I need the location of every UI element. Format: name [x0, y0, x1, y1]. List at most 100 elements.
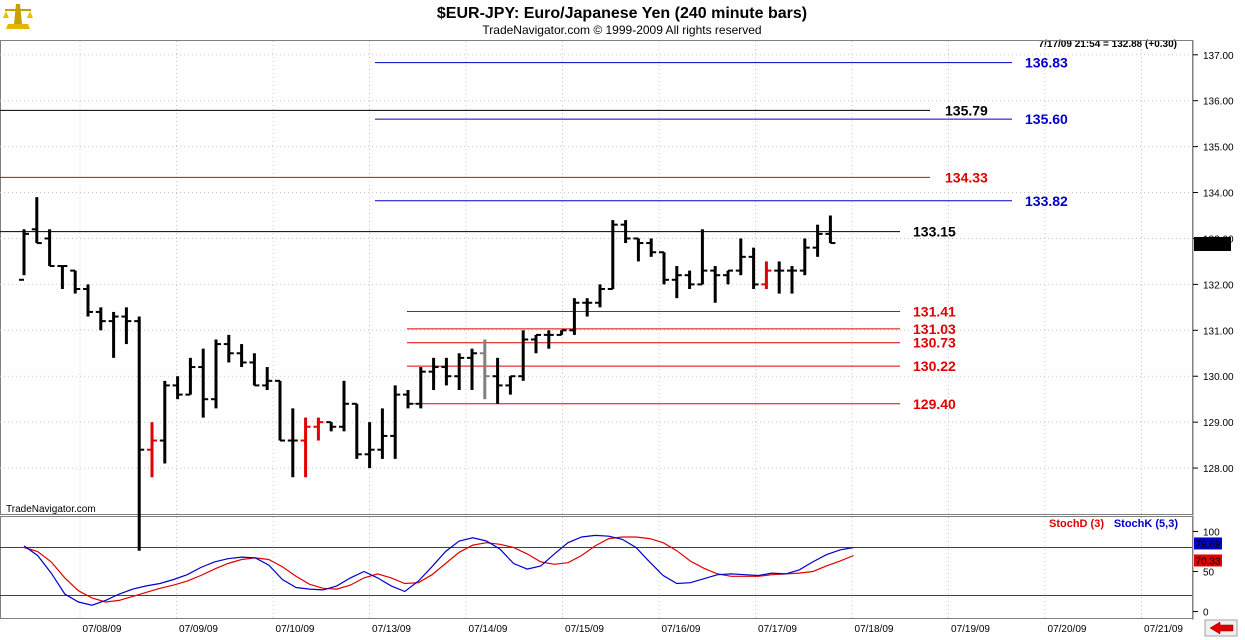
stochk-line: [23, 534, 854, 606]
price-bar: [364, 422, 375, 469]
price-bar: [812, 224, 823, 257]
y-tick-label: 134.00: [1203, 189, 1234, 200]
price-bar: [748, 247, 759, 289]
x-tick-label: 07/10/09: [276, 624, 315, 635]
stochastic-lines: [23, 534, 854, 606]
price-bar: [403, 390, 413, 409]
price-bar: [505, 375, 516, 395]
level-label: 133.15: [913, 224, 956, 240]
price-bar: [697, 229, 708, 286]
price-bar: [467, 348, 477, 391]
price-bar: [326, 421, 337, 432]
level-label: 136.83: [1025, 55, 1068, 71]
price-bar: [377, 408, 388, 459]
price-bar: [569, 298, 580, 335]
price-bar: [134, 316, 145, 551]
price-bar: [518, 330, 529, 381]
x-tick-label: 07/08/09: [83, 624, 122, 635]
price-bar: [543, 330, 554, 349]
level-label: 135.60: [1025, 111, 1068, 127]
legend-stochd: StochD (3): [1049, 518, 1104, 530]
red-left-arrow-icon[interactable]: [1204, 619, 1238, 637]
x-tick-label: 07/16/09: [662, 624, 701, 635]
price-bar: [761, 261, 772, 289]
price-bar: [556, 329, 567, 336]
last-price-tag: [1194, 236, 1231, 251]
price-bar: [185, 357, 196, 396]
level-label: 134.33: [945, 169, 988, 185]
price-bar: [83, 284, 93, 317]
y-tick-label: 130.00: [1203, 372, 1234, 383]
stoch-value-label: 79.69: [1195, 539, 1220, 550]
price-bar: [262, 367, 273, 391]
price-bar: [671, 266, 682, 299]
price-bar: [95, 307, 106, 331]
grid-lines: [0, 41, 1192, 618]
price-bar: [351, 402, 362, 459]
price-bar: [211, 339, 221, 409]
price-bar: [531, 333, 541, 354]
price-bar: [723, 269, 733, 285]
x-tick-label: 07/19/09: [951, 624, 990, 635]
price-bar: [108, 311, 119, 358]
price-bar: [415, 367, 426, 409]
stoch-value-tag: [1194, 537, 1222, 550]
price-bar: [825, 215, 836, 245]
price-bar: [595, 284, 605, 308]
price-bar: [44, 229, 55, 268]
legend-stochk: StochK (5,3): [1114, 518, 1179, 530]
x-tick-label: 07/18/09: [855, 624, 894, 635]
x-tick-label: 07/09/09: [179, 624, 218, 635]
y-tick-label: 137.00: [1203, 51, 1234, 62]
last-price-info: 7/17/09 21:54 = 132.88 (+0.30): [1039, 39, 1177, 50]
x-tick-label: 07/15/09: [565, 624, 604, 635]
price-bar: [223, 334, 234, 363]
price-bar: [198, 348, 209, 418]
price-bar: [339, 380, 349, 432]
price-bar: [57, 265, 68, 289]
price-bar: [313, 417, 324, 441]
price-bar: [710, 266, 721, 303]
level-label: 133.82: [1025, 193, 1068, 209]
price-bars: [19, 197, 836, 551]
y-tick-label: 132.00: [1203, 280, 1234, 291]
x-tick-label: 07/14/09: [469, 624, 508, 635]
price-bar: [172, 376, 183, 400]
price-bar: [441, 357, 452, 386]
y-tick-label: 129.00: [1203, 418, 1234, 429]
watermark: TradeNavigator.com: [6, 504, 96, 515]
price-bar: [799, 238, 810, 276]
gold-scale-logo-icon: [3, 4, 33, 29]
last-price-label: 132.88: [1197, 240, 1228, 251]
price-bar: [659, 251, 669, 285]
level-label: 130.22: [913, 358, 956, 374]
price-bar: [287, 408, 298, 478]
price-bar: [479, 339, 490, 400]
price-bar: [70, 269, 81, 294]
price-bar: [633, 237, 644, 262]
x-tick-label: 07/13/09: [372, 624, 411, 635]
y-tick-label: 128.00: [1203, 464, 1234, 475]
level-label: 135.79: [945, 102, 988, 118]
stoch-y-tick-label: 50: [1203, 568, 1215, 579]
price-bar: [300, 417, 311, 478]
price-bar: [428, 357, 439, 391]
price-bar: [607, 220, 618, 290]
price-bar: [646, 238, 657, 257]
axes: 07/08/09 07/09/09 07/10/09 07/13/09 07/14/09…: [83, 51, 1234, 635]
price-bar: [275, 379, 285, 442]
chart-title: $EUR-JPY: Euro/Japanese Yen (240 minute …: [437, 5, 807, 22]
stoch-y-tick-label: 100: [1203, 527, 1220, 538]
y-tick-label: 136.00: [1203, 97, 1234, 108]
price-levels: 136.83 135.79 135.60 134.33 133.82 133.15 131.…: [0, 55, 1068, 412]
price-bar: [582, 298, 593, 317]
chart-subtitle: TradeNavigator.com © 1999-2009 All right…: [482, 23, 761, 37]
level-label: 130.73: [913, 335, 956, 351]
y-tick-label: 135.00: [1203, 143, 1234, 154]
price-bar: [236, 344, 247, 368]
x-tick-label: 07/21/09: [1144, 624, 1183, 635]
stoch-value-tag: [1194, 554, 1222, 567]
price-bar: [159, 380, 170, 464]
price-bar: [31, 197, 42, 245]
